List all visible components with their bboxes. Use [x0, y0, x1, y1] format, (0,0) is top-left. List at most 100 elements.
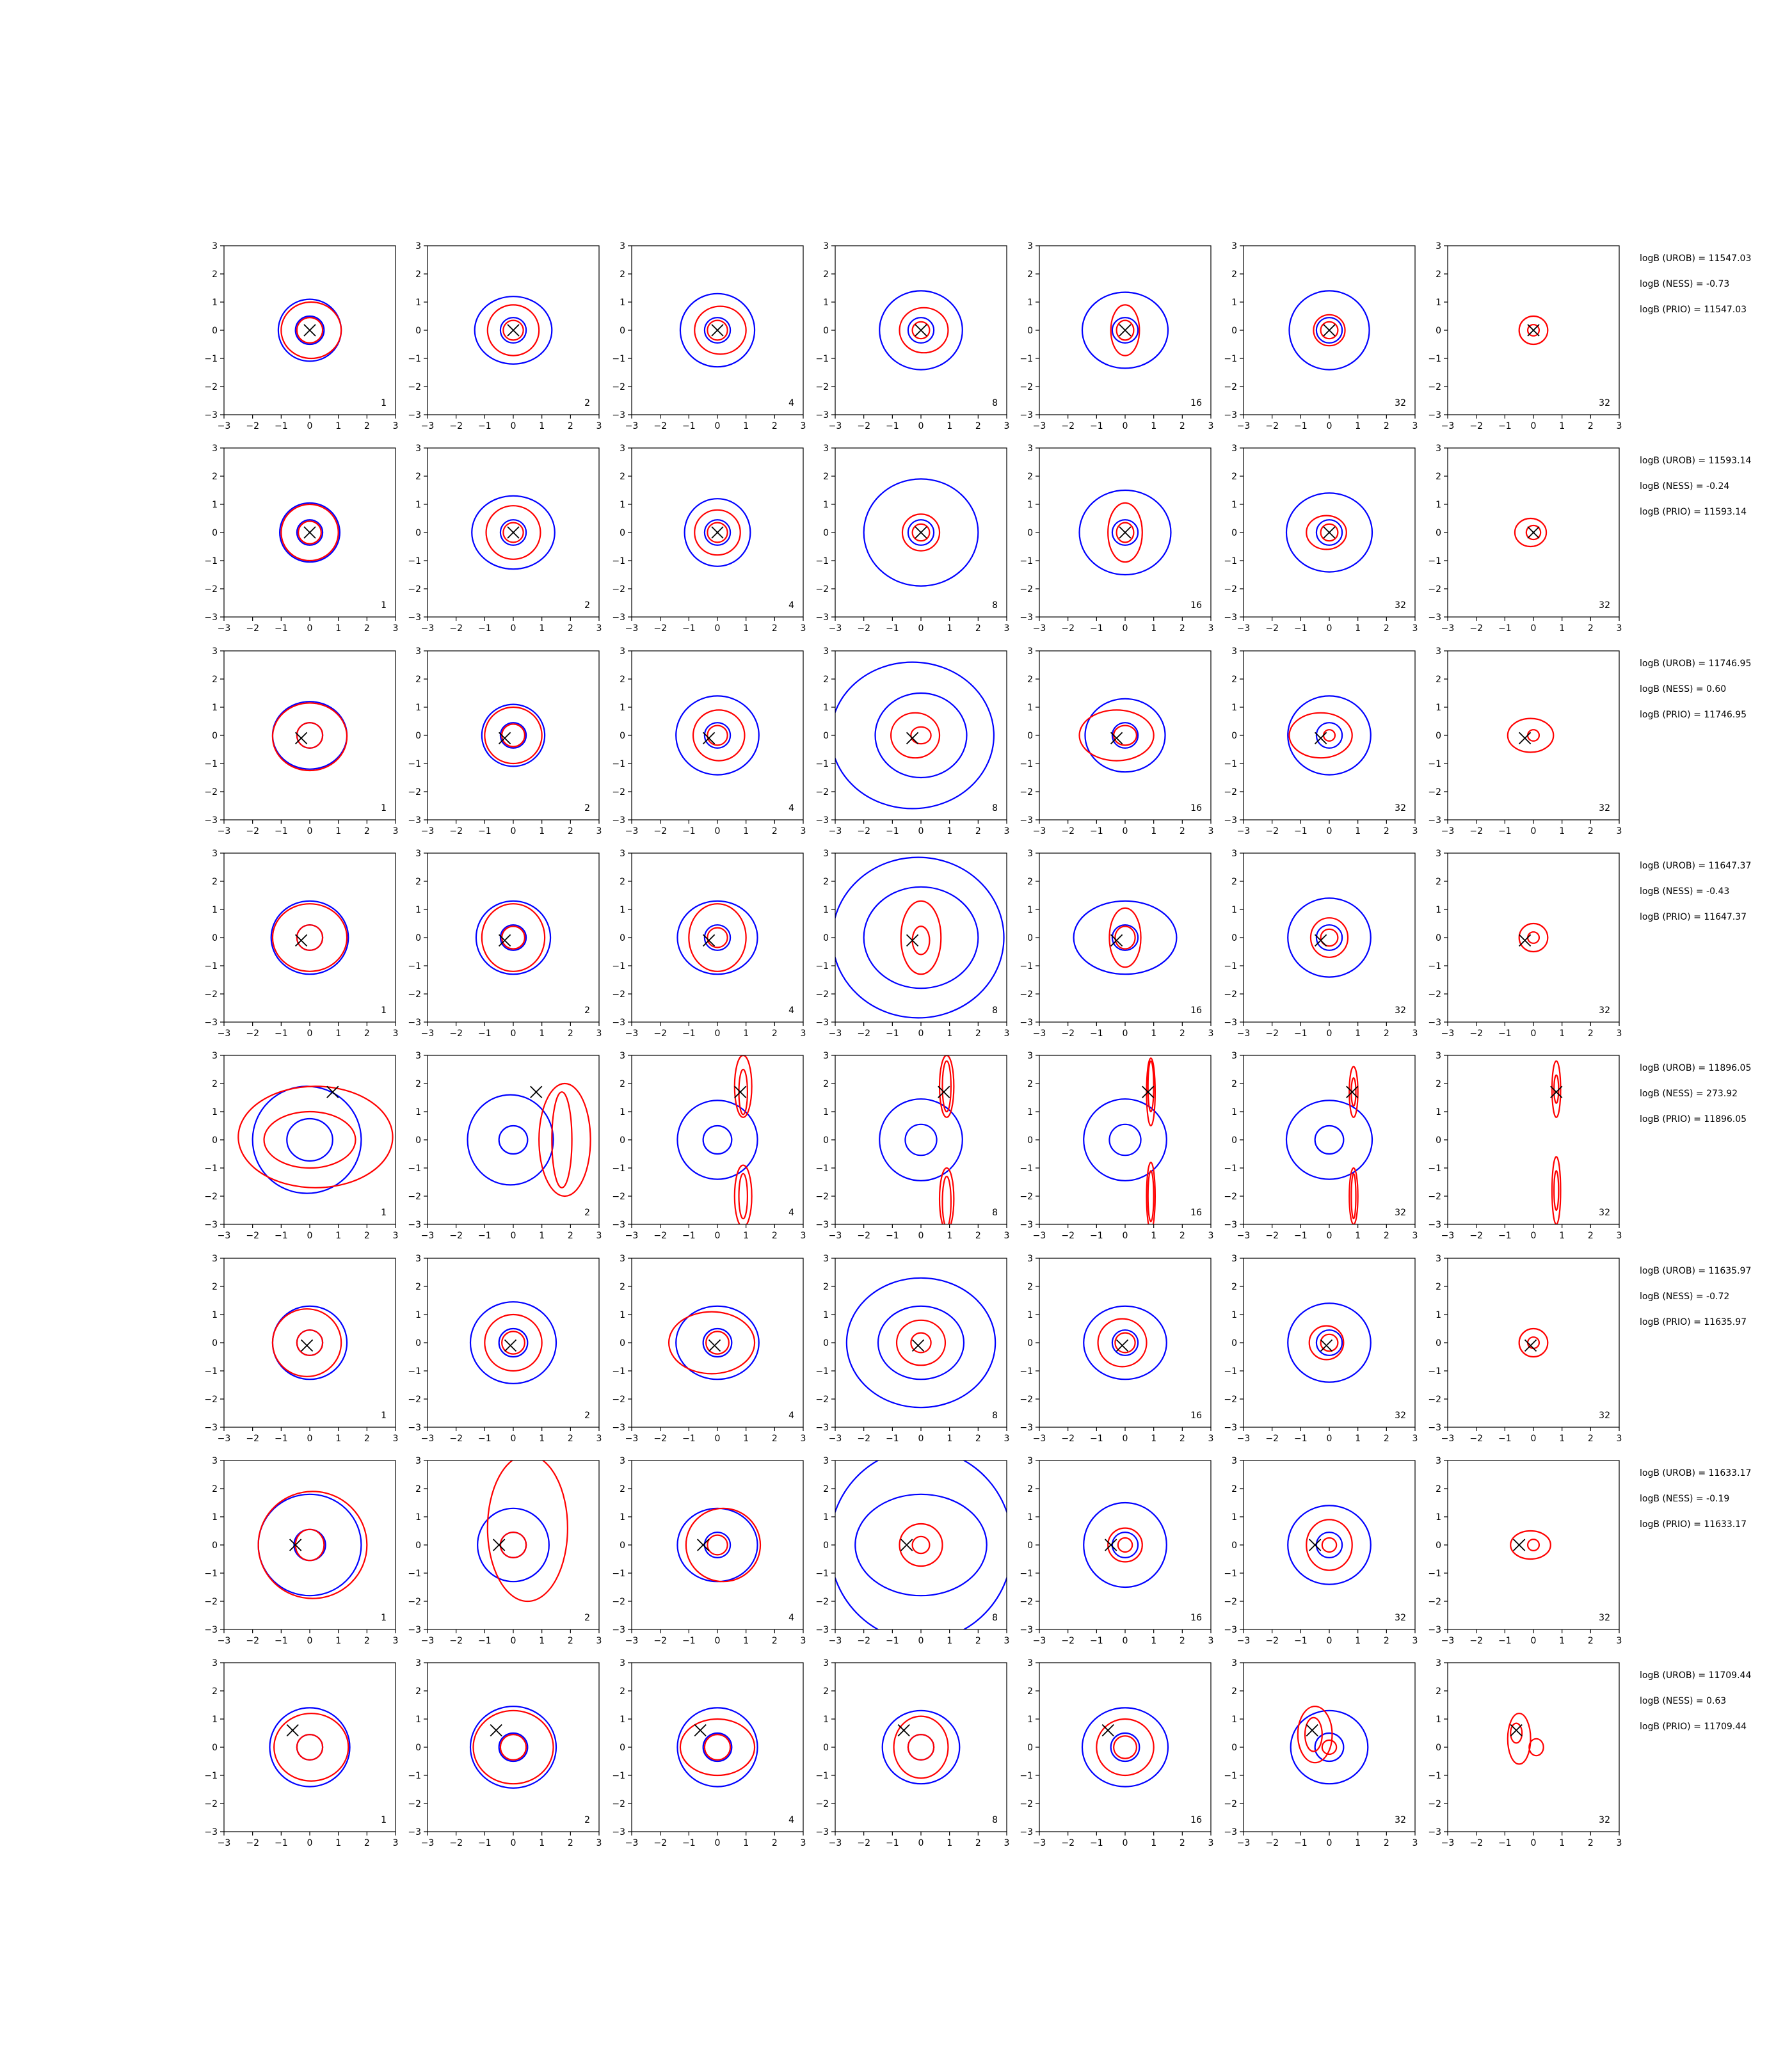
red-contour: [1321, 1739, 1338, 1756]
x-tick-label: 1: [335, 1636, 341, 1646]
x-tick-label: 3: [1208, 1028, 1214, 1039]
contour-panel: −3−3 −2 −2 −1 −1 0 0 1 1 2 2 3 3 1: [204, 1456, 398, 1646]
blue-contour: [1315, 1532, 1343, 1558]
x-tick-label: 3: [1004, 1636, 1010, 1646]
y-tick-label: 2: [1436, 877, 1441, 887]
x-tick-label: 0: [1123, 826, 1128, 836]
y-tick-label: 0: [1027, 933, 1033, 943]
axes-frame: [1243, 1055, 1416, 1225]
x-tick-label: 3: [801, 1636, 806, 1646]
y-tick-label: 2: [1436, 269, 1441, 280]
red-contour: [1526, 324, 1540, 337]
x-tick-label: 1: [335, 1028, 341, 1039]
y-tick-label: 0: [620, 326, 625, 336]
blue-contour: [1287, 1302, 1372, 1383]
blue-contour: [863, 886, 979, 989]
x-tick-label: −1: [1294, 421, 1308, 431]
x-tick-label: 1: [1355, 421, 1361, 431]
y-tick-label: 0: [1027, 1135, 1033, 1146]
plot-area: [668, 1305, 760, 1380]
x-tick-label: 2: [364, 1231, 370, 1241]
x-marker: [1105, 1539, 1117, 1551]
x-tick-label: −1: [682, 1434, 696, 1444]
y-tick-label: 2: [620, 1484, 625, 1494]
red-contour: [296, 924, 324, 951]
x-tick-label: −2: [857, 623, 870, 634]
y-tick-label: −2: [1428, 989, 1441, 1000]
contour-panel: −3−3 −2 −2 −1 −1 0 0 1 1 2 2 3 3 32: [1428, 646, 1622, 836]
x-tick-label: 3: [1004, 1231, 1010, 1241]
y-tick-label: −1: [815, 556, 829, 566]
blue-contour: [270, 900, 349, 975]
y-tick-label: 0: [620, 731, 625, 741]
y-tick-label: 1: [620, 298, 625, 308]
panel-count-label: 4: [788, 1815, 794, 1825]
y-tick-label: −2: [1020, 382, 1033, 392]
x-tick-label: −2: [246, 826, 259, 836]
x-tick-label: 2: [1180, 1636, 1185, 1646]
y-tick-label: 1: [212, 703, 218, 713]
x-tick-label: 1: [1559, 826, 1565, 836]
x-tick-label: 0: [307, 1028, 313, 1039]
y-tick-label: 2: [620, 1079, 625, 1089]
x-tick-label: −2: [1061, 1028, 1075, 1039]
x-tick-label: −1: [275, 623, 288, 634]
y-tick-label: −1: [612, 1366, 625, 1377]
y-tick-label: 3: [620, 1456, 625, 1466]
y-tick-label: 1: [1231, 1512, 1237, 1523]
y-tick-label: 1: [1027, 1715, 1033, 1725]
panel-count-label: 4: [788, 600, 794, 611]
y-tick-label: −3: [1428, 1625, 1441, 1635]
x-tick-label: 3: [393, 1636, 399, 1646]
x-tick-label: 3: [1412, 421, 1418, 431]
y-tick-label: 3: [823, 1658, 829, 1668]
blue-contour: [702, 1732, 733, 1763]
y-tick-label: −2: [204, 382, 218, 392]
plot-area: [863, 478, 979, 587]
y-tick-label: −2: [1428, 1799, 1441, 1809]
x-tick-label: 1: [1151, 1434, 1156, 1444]
y-tick-label: 3: [620, 241, 625, 252]
x-tick-label: 0: [918, 1434, 924, 1444]
x-marker: [1314, 732, 1327, 745]
x-marker: [303, 526, 316, 539]
logb-stat: logB (UROB) = 11547.03: [1640, 253, 1751, 264]
x-tick-label: −3: [625, 1434, 639, 1444]
y-tick-label: 0: [1231, 1540, 1237, 1551]
x-tick-label: −3: [829, 1028, 842, 1039]
red-contour: [501, 1331, 525, 1355]
red-contour: [1525, 524, 1542, 541]
blue-contour: [467, 1094, 554, 1186]
y-tick-label: −1: [1224, 1366, 1237, 1377]
red-contour: [501, 723, 525, 748]
blue-contour: [499, 317, 527, 344]
logb-stat: logB (NESS) = -0.43: [1640, 886, 1729, 897]
x-tick-label: 0: [1327, 1231, 1332, 1241]
blue-contour: [907, 519, 935, 546]
x-tick-label: 3: [801, 1838, 806, 1848]
y-tick-label: 2: [415, 269, 421, 280]
plot-area: [1083, 1305, 1167, 1380]
x-tick-label: 2: [1588, 1028, 1594, 1039]
x-marker: [1119, 526, 1132, 539]
x-tick-label: 2: [364, 1838, 370, 1848]
x-tick-label: 1: [947, 1636, 952, 1646]
red-contour: [910, 726, 932, 745]
red-contour: [1146, 1057, 1156, 1127]
y-tick-label: −3: [204, 1827, 218, 1837]
contour-panel: −3−3 −2 −2 −1 −1 0 0 1 1 2 2 3 3 4: [612, 646, 806, 836]
axes-frame: [631, 1460, 804, 1630]
blue-contour: [703, 722, 732, 749]
contour-panel: −3−3 −2 −2 −1 −1 0 0 1 1 2 2 3 3 16: [1020, 1658, 1213, 1848]
x-tick-label: 0: [1531, 1838, 1537, 1848]
x-tick-label: −2: [653, 826, 667, 836]
axes-frame: [1039, 852, 1212, 1023]
y-tick-label: −1: [1428, 1771, 1441, 1781]
contour-panel: −3−3 −2 −2 −1 −1 0 0 1 1 2 2 3 3 32: [1224, 849, 1418, 1039]
x-tick-label: 2: [364, 1636, 370, 1646]
x-tick-label: 2: [772, 1231, 778, 1241]
x-tick-label: 1: [539, 1028, 545, 1039]
x-marker: [1510, 1724, 1523, 1737]
contour-panel: −3−3 −2 −2 −1 −1 0 0 1 1 2 2 3 3 1: [204, 646, 398, 836]
y-tick-label: 0: [415, 731, 421, 741]
